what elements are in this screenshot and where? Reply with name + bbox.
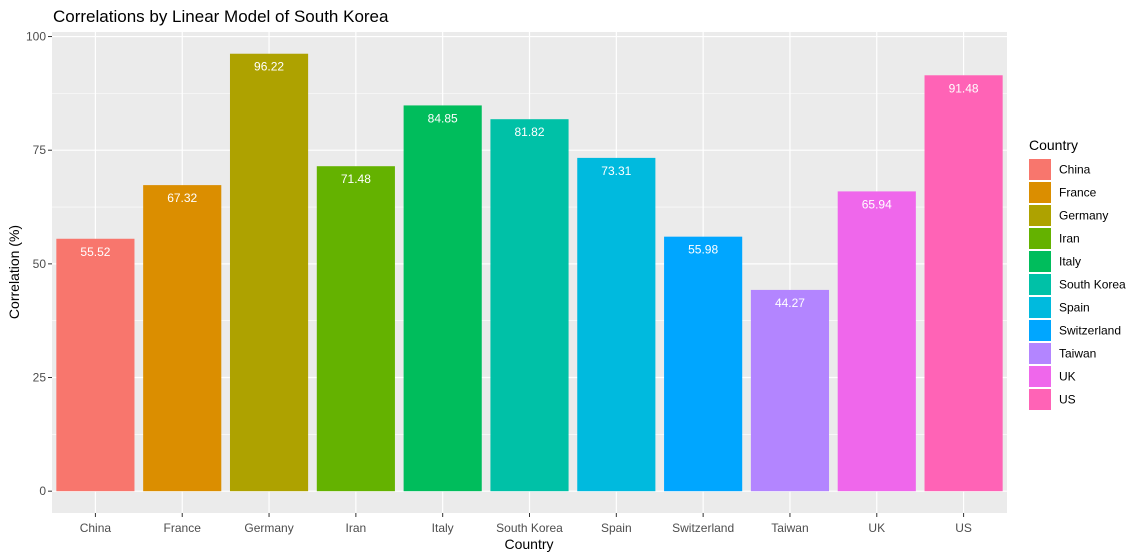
bar-value-label: 96.22 xyxy=(254,60,284,74)
legend-key xyxy=(1029,320,1051,341)
bar-south-korea xyxy=(490,119,569,492)
bar-switzerland xyxy=(664,236,743,492)
x-tick-label: UK xyxy=(868,521,885,535)
legend-key xyxy=(1029,205,1051,226)
bar-china xyxy=(56,238,135,492)
y-tick-label: 25 xyxy=(33,371,47,385)
x-axis: China France Germany Iran Italy South Korea Sp… xyxy=(80,513,972,535)
bar-value-label: 81.82 xyxy=(514,125,544,139)
y-axis-title: Correlation (%) xyxy=(6,225,22,319)
y-tick-label: 0 xyxy=(39,484,46,498)
x-tick-label: Taiwan xyxy=(771,521,808,535)
x-tick-label: US xyxy=(955,521,972,535)
y-axis: 0 25 50 75 100 xyxy=(26,30,52,498)
bar-uk xyxy=(837,191,916,492)
legend-label: Switzerland xyxy=(1059,324,1121,338)
legend-key xyxy=(1029,389,1051,410)
x-tick-label: France xyxy=(164,521,202,535)
bar-france xyxy=(143,185,222,492)
x-tick-label: South Korea xyxy=(496,521,563,535)
legend-label: Italy xyxy=(1059,255,1081,269)
x-tick-label: Germany xyxy=(244,521,293,535)
legend-key xyxy=(1029,159,1051,180)
legend-label: Taiwan xyxy=(1059,347,1096,361)
legend-label: France xyxy=(1059,186,1097,200)
x-tick-label: China xyxy=(80,521,112,535)
bar-value-label: 55.52 xyxy=(80,245,110,259)
legend-key xyxy=(1029,251,1051,272)
x-tick-label: Spain xyxy=(601,521,632,535)
bar-value-label: 91.48 xyxy=(949,81,979,95)
bar-us xyxy=(924,75,1003,492)
bar-taiwan xyxy=(750,289,830,492)
bar-value-label: 73.31 xyxy=(601,164,631,178)
legend: Country China France Germany Iran Italy South… xyxy=(1029,137,1126,410)
legend-label: China xyxy=(1059,163,1091,177)
legend-label: UK xyxy=(1059,370,1076,384)
legend-key xyxy=(1029,297,1051,318)
legend-key xyxy=(1029,182,1051,203)
legend-label: US xyxy=(1059,393,1076,407)
y-tick-label: 50 xyxy=(33,257,47,271)
bar-value-label: 44.27 xyxy=(775,296,805,310)
bar-spain xyxy=(577,157,656,492)
bar-value-label: 71.48 xyxy=(341,172,371,186)
x-tick-label: Switzerland xyxy=(672,521,734,535)
legend-title: Country xyxy=(1029,137,1078,153)
bars xyxy=(56,53,1003,492)
x-tick-label: Italy xyxy=(432,521,454,535)
bar-germany xyxy=(229,53,309,492)
bar-value-labels: 55.52 67.32 96.22 71.48 84.85 81.82 73.31 55.98… xyxy=(80,60,979,310)
legend-key xyxy=(1029,343,1051,364)
bar-value-label: 55.98 xyxy=(688,243,718,257)
legend-label: Spain xyxy=(1059,301,1090,315)
bar-iran xyxy=(316,166,395,492)
legend-label: Germany xyxy=(1059,209,1108,223)
x-axis-title: Country xyxy=(504,536,553,552)
chart-title: Correlations by Linear Model of South Ko… xyxy=(53,7,389,26)
y-tick-label: 75 xyxy=(33,143,47,157)
bar-value-label: 84.85 xyxy=(428,111,458,125)
legend-label: Iran xyxy=(1059,232,1080,246)
x-tick-label: Iran xyxy=(346,521,367,535)
bar-value-label: 67.32 xyxy=(167,191,197,205)
legend-key xyxy=(1029,228,1051,249)
legend-key xyxy=(1029,274,1051,295)
legend-key xyxy=(1029,366,1051,387)
bar-italy xyxy=(403,105,482,492)
y-tick-label: 100 xyxy=(26,30,46,44)
legend-label: South Korea xyxy=(1059,278,1126,292)
bar-value-label: 65.94 xyxy=(862,197,892,211)
